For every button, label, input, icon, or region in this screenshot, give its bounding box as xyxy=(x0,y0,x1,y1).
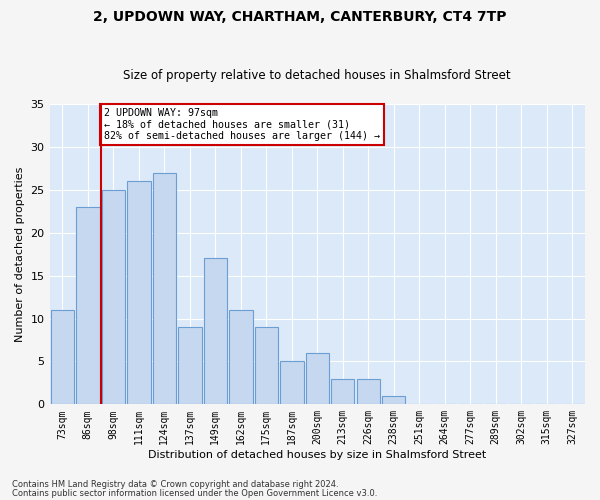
Bar xyxy=(76,207,100,404)
Text: 2 UPDOWN WAY: 97sqm
← 18% of detached houses are smaller (31)
82% of semi-detach: 2 UPDOWN WAY: 97sqm ← 18% of detached ho… xyxy=(104,108,380,142)
Text: Contains public sector information licensed under the Open Government Licence v3: Contains public sector information licen… xyxy=(12,489,377,498)
Title: Size of property relative to detached houses in Shalmsford Street: Size of property relative to detached ho… xyxy=(124,69,511,82)
Bar xyxy=(152,172,176,404)
Bar xyxy=(229,310,253,404)
Bar xyxy=(382,396,406,404)
Bar xyxy=(127,181,151,404)
Text: 2, UPDOWN WAY, CHARTHAM, CANTERBURY, CT4 7TP: 2, UPDOWN WAY, CHARTHAM, CANTERBURY, CT4… xyxy=(93,10,507,24)
Bar xyxy=(331,378,355,404)
Bar xyxy=(50,310,74,404)
Bar xyxy=(101,190,125,404)
Bar xyxy=(356,378,380,404)
Bar xyxy=(254,327,278,404)
Bar xyxy=(178,327,202,404)
Bar xyxy=(305,353,329,405)
Bar xyxy=(203,258,227,404)
X-axis label: Distribution of detached houses by size in Shalmsford Street: Distribution of detached houses by size … xyxy=(148,450,487,460)
Bar xyxy=(280,362,304,405)
Text: Contains HM Land Registry data © Crown copyright and database right 2024.: Contains HM Land Registry data © Crown c… xyxy=(12,480,338,489)
Y-axis label: Number of detached properties: Number of detached properties xyxy=(15,166,25,342)
